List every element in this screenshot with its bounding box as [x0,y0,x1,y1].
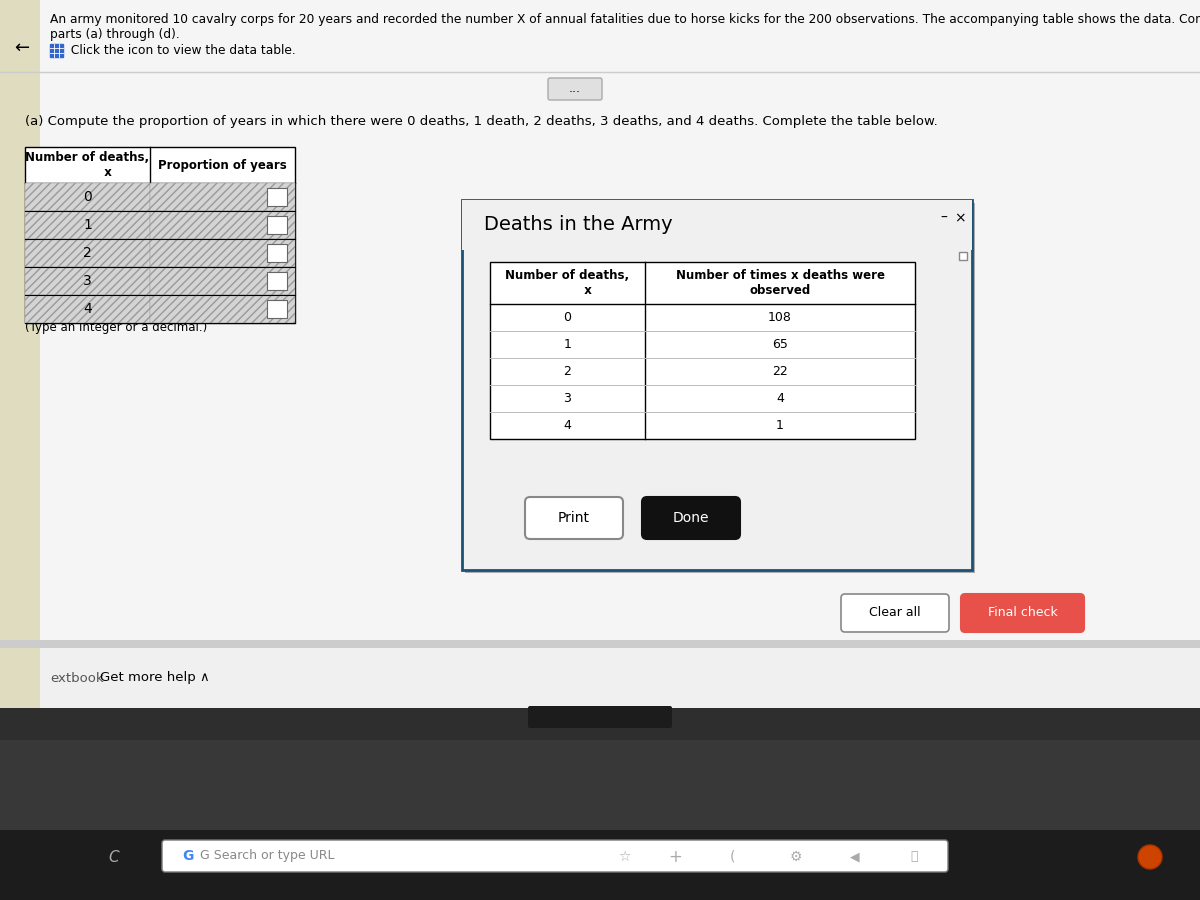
Bar [0,0,40,650]
Text: G: G [182,849,193,863]
Bar [266,188,287,206]
Text: (a) Compute the proportion of years in which there were 0 deaths, 1 death, 2 dea: (a) Compute the proportion of years in w… [25,115,937,128]
Text: 4: 4 [776,392,784,405]
Text: ◀: ◀ [850,850,859,863]
FancyBboxPatch shape [162,840,948,872]
Bar [25,183,150,211]
Text: Number of times x deaths were
observed: Number of times x deaths were observed [676,269,884,297]
Text: 3: 3 [83,274,92,288]
Bar [25,267,150,295]
Text: Proportion of years: Proportion of years [158,158,287,172]
Text: 22: 22 [772,365,788,378]
Text: Number of deaths,
          x: Number of deaths, x [505,269,630,297]
Text: 0: 0 [83,190,92,204]
Bar [0,640,1200,648]
Bar [0,648,1200,708]
Text: 2: 2 [564,365,571,378]
Text: G Search or type URL: G Search or type URL [200,850,335,862]
Bar [150,295,295,323]
Text: Done: Done [673,511,709,525]
Text: 4: 4 [564,419,571,432]
Text: ☆: ☆ [618,850,630,864]
Text: 2: 2 [83,246,92,260]
Text: Get more help ∧: Get more help ∧ [100,671,210,685]
Bar [466,203,974,573]
Circle shape [1138,845,1162,869]
Text: ×: × [954,211,966,225]
Bar [462,200,972,250]
Text: 3: 3 [564,392,571,405]
Text: Final check: Final check [988,607,1057,619]
Text: ...: ... [569,83,581,95]
Text: (Type an integer or a decimal.): (Type an integer or a decimal.) [25,321,208,334]
FancyBboxPatch shape [528,706,672,728]
Text: ⚙: ⚙ [790,850,803,864]
Bar [266,272,287,290]
Text: 1: 1 [83,218,92,232]
Text: C: C [108,850,119,865]
Bar [150,239,295,267]
Bar [50,44,64,57]
Text: 1: 1 [564,338,571,351]
Text: An army monitored 10 cavalry corps for 20 years and recorded the number X of ann: An army monitored 10 cavalry corps for 2… [50,13,1200,26]
Bar [266,216,287,234]
FancyBboxPatch shape [526,497,623,539]
Text: 0: 0 [564,311,571,324]
Text: (: ( [730,850,736,864]
Text: parts (a) through (d).: parts (a) through (d). [50,28,180,41]
Text: Number of deaths,
          x: Number of deaths, x [25,151,150,179]
Bar [959,252,967,260]
Text: 65: 65 [772,338,788,351]
Text: extbook: extbook [50,671,103,685]
Text: Print: Print [558,511,590,525]
Text: +: + [668,848,682,866]
Bar [25,147,295,323]
Text: 108: 108 [768,311,792,324]
FancyBboxPatch shape [961,594,1084,632]
Bar [0,0,1200,650]
Bar [150,267,295,295]
Text: Click the icon to view the data table.: Click the icon to view the data table. [67,43,295,57]
Text: 4: 4 [83,302,92,316]
Bar [150,183,295,211]
Text: Clear all: Clear all [869,607,920,619]
FancyBboxPatch shape [841,594,949,632]
Bar [0,708,1200,900]
Bar [490,262,916,439]
Bar [462,200,972,570]
Bar [25,295,150,323]
Bar [0,830,1200,900]
Bar [266,244,287,262]
Bar [25,239,150,267]
Bar [0,648,40,708]
Bar [266,300,287,318]
Text: ←: ← [14,39,29,57]
Text: Deaths in the Army: Deaths in the Army [484,215,673,235]
FancyBboxPatch shape [642,497,740,539]
Bar [150,211,295,239]
Bar [25,211,150,239]
Text: –: – [941,211,948,225]
Text: 🔇: 🔇 [910,850,918,863]
Bar [0,740,1200,900]
Text: 1: 1 [776,419,784,432]
FancyBboxPatch shape [548,78,602,100]
